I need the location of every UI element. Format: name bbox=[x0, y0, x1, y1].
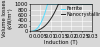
Ferrite bbox=[30, 31, 31, 32]
Nanocrystalline bbox=[30, 31, 31, 32]
Y-axis label: Volume losses
(kW/m³): Volume losses (kW/m³) bbox=[2, 0, 13, 37]
Line: Nanocrystalline: Nanocrystalline bbox=[30, 4, 92, 31]
Legend: Ferrite, Nanocrystalline: Ferrite, Nanocrystalline bbox=[60, 6, 100, 17]
Ferrite bbox=[29, 31, 30, 32]
Line: Ferrite: Ferrite bbox=[30, 4, 92, 31]
X-axis label: Induction (T): Induction (T) bbox=[44, 40, 78, 45]
Nanocrystalline bbox=[29, 31, 30, 32]
